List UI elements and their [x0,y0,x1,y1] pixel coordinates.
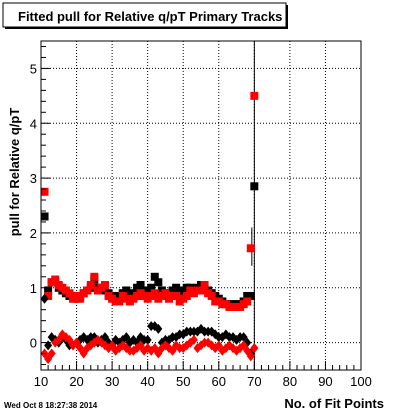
square-marker [182,291,191,300]
x-tick-label: 80 [283,374,297,389]
square-marker [150,272,159,281]
title-box [2,2,287,28]
data-markers [40,91,259,365]
x-tick-label: 100 [350,374,372,389]
square-marker [101,281,109,290]
y-axis-label: pull for Relative q/pT [7,108,22,237]
square-marker [197,286,205,295]
square-marker [172,291,181,300]
square-marker [250,182,259,191]
square-marker [246,291,255,300]
square-marker [44,286,53,295]
x-tick-label: 40 [140,374,154,389]
x-tick-label: 50 [176,374,190,389]
y-tick-label: 5 [30,61,37,76]
y-tick-label: 4 [30,116,37,131]
square-marker [40,212,49,221]
square-marker [90,272,99,281]
title-box-shadow-bottom [5,27,288,29]
x-tick-label: 60 [212,374,226,389]
square-marker [86,281,95,290]
square-marker [122,286,131,295]
square-marker [51,275,60,284]
square-marker [65,289,74,298]
plot-frame [40,40,362,371]
square-marker [40,187,49,196]
y-tick-label: 1 [30,281,37,296]
y-tick-label: 3 [30,171,37,186]
diamond-marker [154,323,163,334]
diamond-marker [58,329,67,340]
square-marker [115,297,124,306]
title-box-shadow [286,5,288,29]
square-marker [207,291,216,300]
square-marker [147,283,156,292]
square-marker [76,294,85,303]
square-marker [136,281,145,290]
x-tick-label: 20 [69,374,83,389]
square-marker [200,281,209,290]
square-marker [246,244,255,253]
x-tick-label: 70 [247,374,261,389]
axis-ticks [40,45,362,370]
y-tick-label: 2 [30,226,37,241]
square-marker [250,91,259,100]
diamond-marker [189,334,198,345]
y-tick-label: 0 [30,336,37,351]
square-marker [154,278,163,287]
timestamp: Wed Oct 8 18:27:38 2014 [4,401,98,410]
diamond-marker [143,334,152,345]
diamond-marker [47,348,56,359]
diamond-marker [250,343,259,354]
x-axis-label: No. of Fit Points [284,396,384,411]
axis-tick-labels: 10 20 30 40 50 60 70 80 90 100 0 1 2 3 4 5 [30,61,372,389]
square-marker [83,286,92,295]
square-marker [150,289,159,298]
square-marker [243,297,252,306]
chart-title: Fitted pull for Relative q/pT Primary Tr… [18,9,282,24]
x-tick-label: 90 [318,374,332,389]
diamond-marker [246,351,255,362]
square-marker [161,289,170,298]
square-marker [44,291,53,300]
x-tick-label: 10 [34,374,48,389]
x-tick-label: 30 [105,374,119,389]
